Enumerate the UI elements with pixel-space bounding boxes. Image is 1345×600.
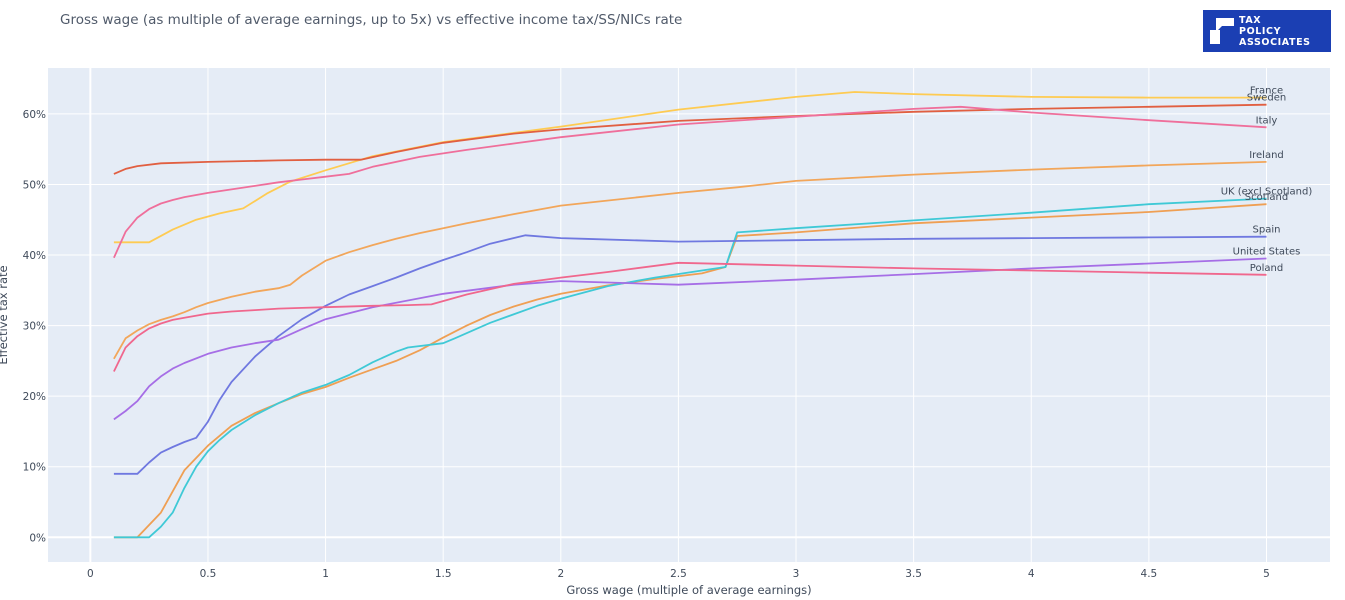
x-tick-label: 2.5 bbox=[670, 568, 687, 580]
x-tick-label: 3 bbox=[793, 568, 800, 580]
x-tick-label: 4.5 bbox=[1141, 568, 1158, 580]
series-line-spain bbox=[113, 234, 1267, 475]
logo-mark-icon bbox=[1210, 18, 1234, 44]
logo-text: TAX POLICY ASSOCIATES bbox=[1239, 15, 1311, 48]
series-label-italy: Italy bbox=[1256, 115, 1278, 126]
series-line-uk-excl-scotland bbox=[113, 197, 1267, 539]
y-tick-label: 30% bbox=[23, 321, 46, 333]
y-axis-title: Effective tax rate bbox=[0, 265, 10, 364]
x-tick-label: 0.5 bbox=[200, 568, 217, 580]
x-tick-label: 0 bbox=[87, 568, 94, 580]
series-line-ireland bbox=[113, 161, 1267, 360]
y-tick-label: 10% bbox=[23, 462, 46, 474]
logo-line-3: ASSOCIATES bbox=[1239, 37, 1311, 48]
logo-line-2: POLICY bbox=[1239, 26, 1282, 37]
x-tick-label: 3.5 bbox=[905, 568, 922, 580]
series-label-uk-excl-scotland: UK (excl Scotland) bbox=[1221, 187, 1313, 198]
series-label-united-states: United States bbox=[1233, 247, 1301, 258]
x-tick-label: 1.5 bbox=[435, 568, 452, 580]
tax-policy-associates-logo[interactable]: TAX POLICY ASSOCIATES bbox=[1203, 10, 1331, 52]
series-label-poland: Poland bbox=[1250, 263, 1283, 274]
x-tick-label: 4 bbox=[1028, 568, 1035, 580]
y-tick-label: 0% bbox=[29, 532, 46, 544]
x-axis-title: Gross wage (multiple of average earnings… bbox=[566, 583, 811, 597]
y-tick-label: 40% bbox=[23, 250, 46, 262]
series-label-spain: Spain bbox=[1253, 225, 1281, 236]
y-tick-label: 20% bbox=[23, 391, 46, 403]
chart-title: Gross wage (as multiple of average earni… bbox=[60, 12, 683, 28]
series-line-scotland bbox=[113, 203, 1267, 539]
series-label-ireland: Ireland bbox=[1249, 150, 1284, 161]
series-label-france: France bbox=[1250, 86, 1283, 97]
series-line-italy bbox=[113, 105, 1267, 259]
series-label-scotland: Scotland bbox=[1245, 192, 1288, 203]
series-line-sweden bbox=[113, 103, 1267, 175]
series-label-sweden: Sweden bbox=[1247, 93, 1287, 104]
x-tick-label: 5 bbox=[1263, 568, 1270, 580]
logo-line-1: TAX bbox=[1239, 15, 1262, 26]
x-tick-label: 2 bbox=[557, 568, 564, 580]
plot-area bbox=[48, 68, 1330, 562]
x-tick-label: 1 bbox=[322, 568, 329, 580]
series-line-poland bbox=[113, 261, 1267, 372]
y-tick-label: 50% bbox=[23, 179, 46, 191]
series-line-united-states bbox=[113, 257, 1267, 421]
y-tick-label: 60% bbox=[23, 109, 46, 121]
